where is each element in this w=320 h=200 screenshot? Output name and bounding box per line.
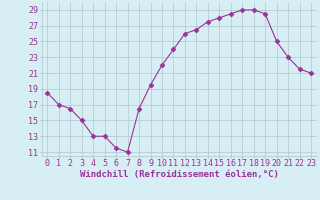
X-axis label: Windchill (Refroidissement éolien,°C): Windchill (Refroidissement éolien,°C) [80,170,279,179]
